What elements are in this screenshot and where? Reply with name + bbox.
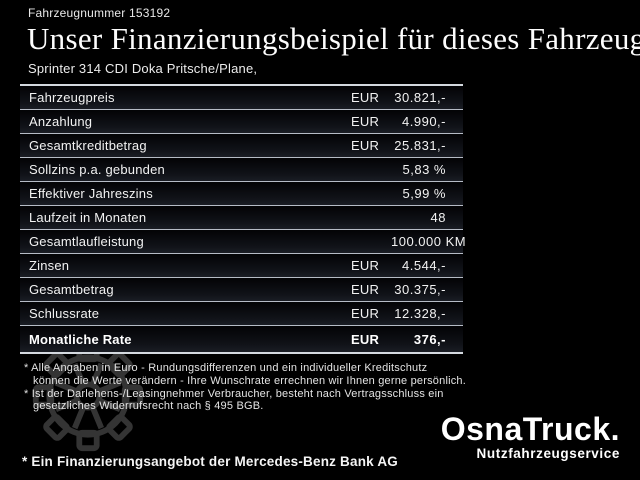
row-value: 4.990,- xyxy=(402,114,446,129)
row-currency: EUR xyxy=(351,258,380,273)
row-currency: EUR xyxy=(351,90,380,105)
table-row: Anzahlung EUR 4.990,- xyxy=(20,110,463,134)
table-row: Gesamtbetrag EUR 30.375,- xyxy=(20,278,463,302)
table-row: Effektiver Jahreszins 5,99 % xyxy=(20,182,463,206)
row-currency: EUR xyxy=(351,306,380,321)
row-label: Zinsen xyxy=(29,258,70,273)
footnote-line: gesetzliches Widerrufsrecht nach § 495 B… xyxy=(33,400,264,413)
table-row: Zinsen EUR 4.544,- xyxy=(20,254,463,278)
table-row: Fahrzeugpreis EUR 30.821,- xyxy=(20,86,463,110)
vehicle-number: Fahrzeugnummer 153192 xyxy=(28,6,171,20)
row-label: Fahrzeugpreis xyxy=(29,90,115,105)
table-row: Gesamtlaufleistung 100.000 KM xyxy=(20,230,466,254)
row-currency: EUR xyxy=(351,282,380,297)
row-label: Monatliche Rate xyxy=(29,331,132,347)
gear-icon xyxy=(32,340,144,452)
row-value: 5,83 % xyxy=(402,162,446,177)
table-row: Schlussrate EUR 12.328,- xyxy=(20,302,463,326)
vehicle-model-subtitle: Sprinter 314 CDI Doka Pritsche/Plane, xyxy=(28,61,258,76)
row-value: 48 xyxy=(430,210,446,225)
page-title: Unser Finanzierungsbeispiel für dieses F… xyxy=(27,21,640,56)
financing-table: Fahrzeugpreis EUR 30.821,- Anzahlung EUR… xyxy=(20,84,466,354)
row-value: 25.831,- xyxy=(394,138,446,153)
row-value: 5,99 % xyxy=(402,186,446,201)
row-value: 30.375,- xyxy=(394,282,446,297)
row-currency: EUR xyxy=(351,331,380,347)
table-row: Gesamtkreditbetrag EUR 25.831,- xyxy=(20,134,463,158)
row-label: Anzahlung xyxy=(29,114,93,129)
row-value: 4.544,- xyxy=(402,258,446,273)
row-label: Schlussrate xyxy=(29,306,100,321)
dealer-logo-title: OsnaTruck. xyxy=(440,411,620,447)
footnotes: * Alle Angaben in Euro - Rundungsdiffere… xyxy=(24,362,504,413)
row-label: Sollzins p.a. gebunden xyxy=(29,162,165,177)
row-label: Gesamtkreditbetrag xyxy=(29,138,147,153)
footnote-line: * Ist der Darlehens-/Leasingnehmer Verbr… xyxy=(24,387,444,400)
table-row: Monatliche Rate EUR 376,- xyxy=(20,326,463,352)
row-value: 376,- xyxy=(413,331,446,347)
dealer-logo-subtitle: Nutzfahrzeugservice xyxy=(476,446,620,461)
row-currency: EUR xyxy=(351,114,380,129)
row-label: Gesamtlaufleistung xyxy=(29,234,144,249)
row-label: Gesamtbetrag xyxy=(29,282,114,297)
row-label: Effektiver Jahreszins xyxy=(29,186,153,201)
row-value: 30.821,- xyxy=(394,90,446,105)
table-row: Laufzeit in Monaten 48 xyxy=(20,206,463,230)
table-row: Sollzins p.a. gebunden 5,83 % xyxy=(20,158,463,182)
row-value: 100.000 KM xyxy=(391,234,467,249)
financing-offer-note: * Ein Finanzierungsangebot der Mercedes-… xyxy=(22,454,398,469)
row-value: 12.328,- xyxy=(394,306,446,321)
footnote-line: * Alle Angaben in Euro - Rundungsdiffere… xyxy=(24,362,428,374)
row-label: Laufzeit in Monaten xyxy=(29,210,147,225)
footnote-line: können die Werte verändern - Ihre Wunsch… xyxy=(33,374,467,387)
row-currency: EUR xyxy=(351,138,380,153)
dealer-logo: OsnaTruck. Nutzfahrzeugservice xyxy=(441,413,620,461)
